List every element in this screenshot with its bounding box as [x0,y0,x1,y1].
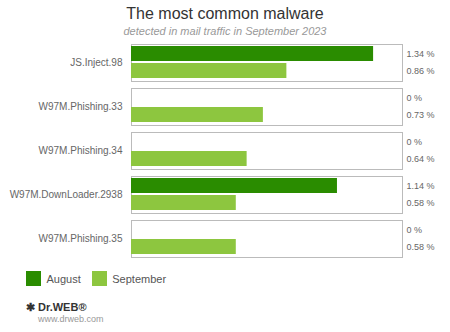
svg-text:0.58 %: 0.58 % [407,198,435,208]
html-text:The most common malware: The most common malware [126,5,324,22]
svg-text:JS.Inject.98: JS.Inject.98 [70,57,123,68]
svg-text:0 %: 0 % [407,225,423,235]
html-text:August: August [46,272,81,285]
svg-text:W97M.Phishing.34: W97M.Phishing.34 [39,145,123,156]
svg-text:0.58 %: 0.58 % [407,242,435,252]
html-text:detected in mail traffic in Se: detected in mail traffic in September 20… [123,25,327,37]
svg-text:1.14 %: 1.14 % [407,181,435,191]
svg-text:1.34 %: 1.34 % [407,49,435,59]
svg-text:0.64 %: 0.64 % [407,154,435,164]
svg-text:W97M.Phishing.33: W97M.Phishing.33 [39,101,123,112]
html-text:✱ Dr.WEB®: ✱ Dr.WEB® [26,300,87,313]
html-text:September: September [112,272,167,285]
svg-text:W97M.Phishing.35: W97M.Phishing.35 [39,233,123,244]
svg-text:0.86 %: 0.86 % [407,66,435,76]
svg-text:0.73 %: 0.73 % [407,110,435,120]
svg-text:0 %: 0 % [407,93,423,103]
svg-text:W97M.DownLoader.2938: W97M.DownLoader.2938 [10,189,123,200]
html-text:www.drweb.com: www.drweb.com [38,313,104,324]
svg-text:0 %: 0 % [407,137,423,147]
